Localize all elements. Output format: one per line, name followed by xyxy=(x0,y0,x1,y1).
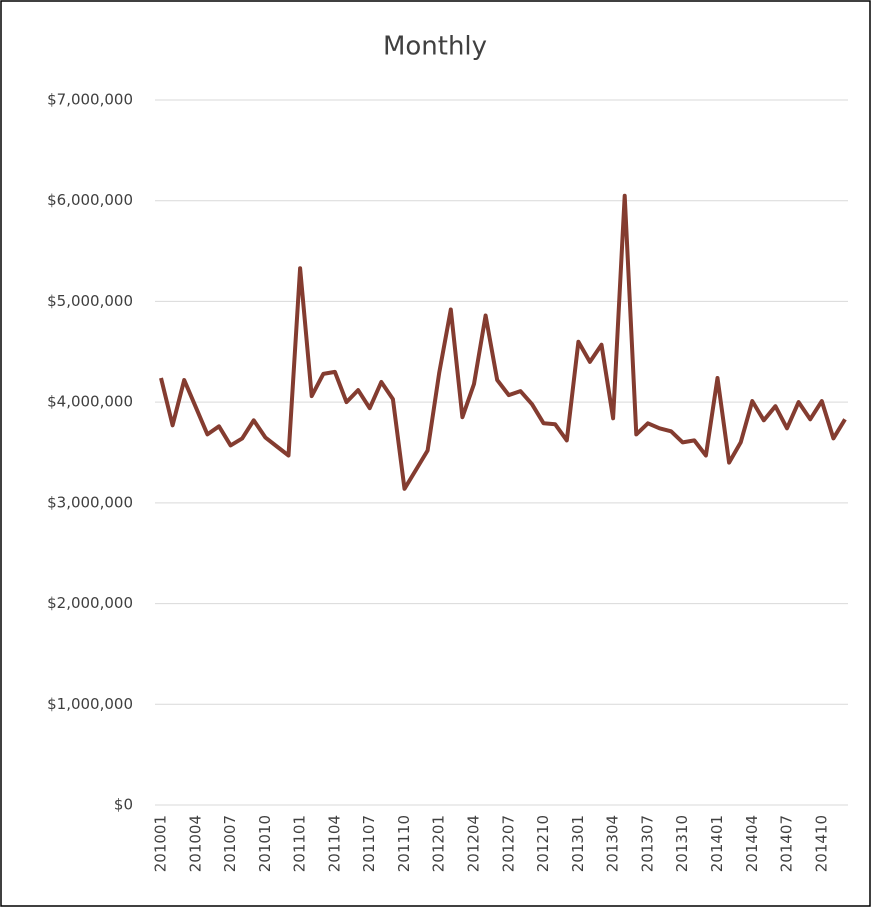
x-tick-label: 201301 xyxy=(569,815,587,872)
x-tick-label: 201201 xyxy=(430,815,448,872)
y-tick-label: $1,000,000 xyxy=(47,695,133,713)
x-tick-label: 201204 xyxy=(465,815,483,872)
x-tick-label: 201310 xyxy=(673,815,691,872)
y-tick-label: $0 xyxy=(114,796,133,814)
y-tick-label: $6,000,000 xyxy=(47,191,133,209)
x-tick-label: 201010 xyxy=(256,815,274,872)
x-tick-label: 201404 xyxy=(743,815,761,872)
y-tick-label: $7,000,000 xyxy=(47,91,133,109)
y-tick-label: $4,000,000 xyxy=(47,393,133,411)
x-tick-label: 201110 xyxy=(395,815,413,872)
x-tick-label: 201307 xyxy=(638,815,656,872)
x-tick-label: 201401 xyxy=(708,815,726,872)
x-tick-label: 201004 xyxy=(186,815,204,872)
y-tick-label: $5,000,000 xyxy=(47,292,133,310)
x-tick-label: 201304 xyxy=(604,815,622,872)
x-tick-label: 201107 xyxy=(360,815,378,872)
x-tick-label: 201001 xyxy=(152,815,170,872)
x-tick-label: 201007 xyxy=(221,815,239,872)
data-line xyxy=(159,193,847,491)
x-tick-label: 201207 xyxy=(499,815,517,872)
x-tick-label: 201104 xyxy=(325,815,343,872)
chart-title: Monthly xyxy=(383,32,487,62)
x-tick-label: 201410 xyxy=(812,815,830,872)
y-tick-label: $2,000,000 xyxy=(47,594,133,612)
y-tick-label: $3,000,000 xyxy=(47,493,133,511)
x-tick-label: 201407 xyxy=(778,815,796,872)
x-tick-label: 201101 xyxy=(291,815,309,872)
x-tick-label: 201210 xyxy=(534,815,552,872)
